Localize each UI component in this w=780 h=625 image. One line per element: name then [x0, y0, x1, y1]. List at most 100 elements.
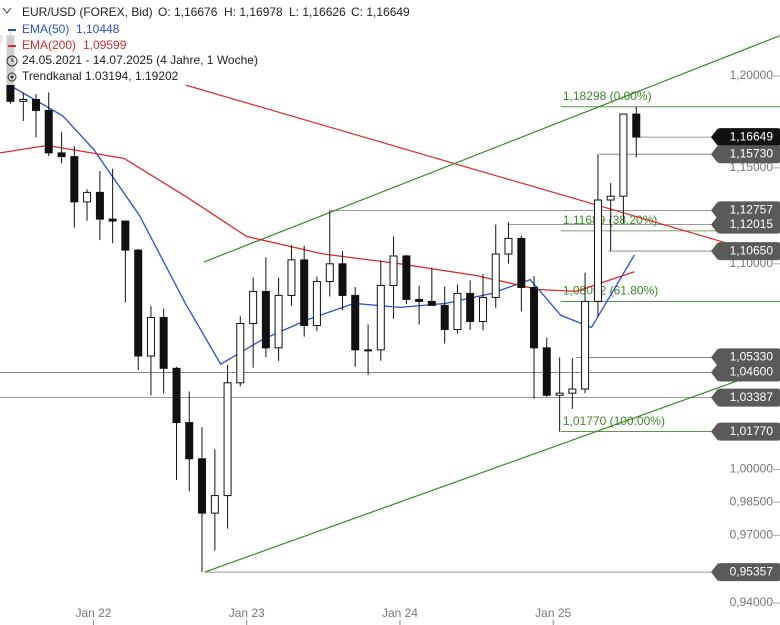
trendline	[204, 364, 780, 573]
candle-body	[376, 284, 385, 351]
price-tag-arrow	[711, 242, 718, 261]
ohlc: C: 1,16649	[351, 5, 410, 19]
candle-body	[83, 191, 92, 203]
icon	[11, 58, 14, 62]
candle-body	[389, 255, 398, 286]
candle-body	[19, 99, 28, 102]
trendline	[203, 34, 780, 263]
candle-body	[453, 292, 462, 331]
legend-label: EMA(200)	[22, 38, 76, 52]
candle-body	[300, 259, 309, 327]
header: EUR/USD (FOREX, Bid) O: 1,16676 H: 1,169…	[0, 3, 420, 85]
price-tag-label: 1,12757	[730, 203, 774, 217]
price-tag-arrow	[711, 363, 718, 382]
candle-body	[542, 347, 551, 396]
candle-body	[619, 113, 628, 197]
price-tag	[718, 242, 780, 261]
candle-body	[32, 99, 41, 111]
price-tag	[718, 422, 780, 441]
y-tick-label: 1,00000	[730, 462, 774, 476]
ema-line	[8, 84, 635, 366]
icon	[2, 7, 12, 14]
candle-body	[57, 152, 66, 158]
legend-value: 1,09599	[83, 38, 127, 52]
candle-body	[210, 495, 219, 514]
icon	[10, 75, 14, 79]
price-tag-arrow	[711, 201, 718, 220]
price-tag-arrow	[711, 348, 718, 367]
candle-body	[121, 220, 130, 251]
y-tick-label: 0,97000	[730, 527, 774, 541]
candle-body	[338, 263, 347, 296]
fib-label: 1,11689 (38.20%)	[563, 213, 658, 227]
y-tick-label: 0,94000	[730, 595, 774, 609]
candle-body	[249, 290, 258, 324]
price-tag-arrow	[711, 388, 718, 407]
candle-body	[70, 156, 79, 203]
legend-value: 1,10448	[76, 22, 120, 36]
candle-body	[466, 292, 475, 322]
x-tick-label: Jan 22	[75, 606, 111, 620]
fib-label: 1,01770 (100.00%)	[563, 414, 665, 428]
price-tag-arrow	[711, 215, 718, 234]
candle-body	[108, 218, 117, 222]
plot-area: 1,200001,150001,100001,000000,985000,970…	[0, 30, 780, 625]
candle-body	[223, 382, 232, 497]
candle-body	[427, 300, 436, 306]
candle-body	[555, 392, 564, 396]
candle-body	[632, 113, 641, 138]
price-tag-label: 1,03387	[730, 390, 774, 404]
fib-label: 1,18298 (0.00%)	[563, 89, 652, 103]
candle-body	[236, 322, 245, 384]
candle-body	[415, 298, 424, 302]
candle-body	[479, 296, 488, 322]
x-tick-label: Jan 23	[229, 606, 265, 620]
legend-label: EMA(50)	[22, 22, 69, 36]
candle-body	[402, 255, 411, 300]
x-tick-label: Jan 24	[382, 606, 418, 620]
price-tag-label: 1,01770	[730, 424, 774, 438]
price-tag-label: 1,15730	[730, 146, 774, 160]
price-tag	[718, 215, 780, 234]
candle-body	[491, 253, 500, 298]
candle-body	[134, 249, 143, 357]
price-tag-arrow	[711, 422, 718, 441]
candle-body	[261, 290, 270, 349]
price-tag-label: 1,04600	[730, 365, 774, 379]
ema-line	[0, 144, 635, 293]
candle-body	[364, 349, 373, 352]
candle-body	[146, 316, 155, 357]
candle-body	[581, 300, 590, 390]
icon	[6, 55, 18, 67]
candle-body	[274, 294, 283, 349]
price-tag	[718, 563, 780, 582]
x-tick-label: Jan 25	[535, 606, 571, 620]
candle-body	[44, 109, 53, 154]
candle-body	[606, 195, 615, 201]
candle-body	[159, 316, 168, 369]
y-tick-label: 1,20000	[730, 68, 774, 82]
candle-body	[351, 294, 360, 351]
price-tag	[718, 201, 780, 220]
trendline	[185, 84, 732, 245]
price-tag	[718, 363, 780, 382]
y-tick-label: 0,98500	[730, 494, 774, 508]
candle-body	[185, 422, 194, 460]
price-tag	[718, 388, 780, 407]
price-tag-label: 1,16649	[730, 129, 774, 143]
candle-body	[325, 263, 334, 283]
price-tag-label: 1,05330	[730, 350, 774, 364]
header-bg	[0, 3, 420, 85]
price-tag	[718, 128, 780, 147]
ohlc: H: 1,16978	[224, 5, 283, 19]
candle-body	[287, 259, 296, 296]
icon	[7, 72, 17, 82]
title: EUR/USD (FOREX, Bid)	[22, 5, 153, 19]
price-tag-label: 1,10650	[730, 243, 774, 257]
price-tag-arrow	[711, 563, 718, 582]
candle-body	[312, 281, 321, 327]
period: 24.05.2021 - 14.07.2025 (4 Jahre, 1 Woch…	[22, 53, 258, 67]
candle-body	[197, 458, 206, 514]
